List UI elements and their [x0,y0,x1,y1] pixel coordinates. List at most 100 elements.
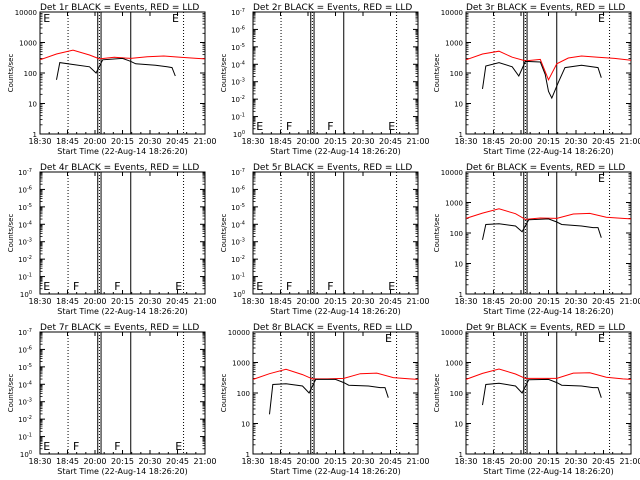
event-marker-label: E [175,280,182,293]
plot-frame [465,11,632,135]
y-tick-label: 10-2 [231,255,245,264]
x-tick-label: 18:45 [269,137,292,146]
panel-title: Det 4r BLACK = Events, RED = LLD [40,163,199,173]
x-tick-label: 21:00 [406,297,429,306]
x-tick-label: 20:30 [564,137,587,146]
event-marker-label: E [43,440,50,453]
x-tick-label: 18:30 [241,137,264,146]
y-tick-label: 10-6 [18,345,32,354]
event-marker-label: F [327,120,333,133]
y-tick-label: 10-5 [18,363,32,372]
y-tick-label: 10-1 [18,433,32,442]
event-marker-label: E [385,332,392,345]
x-tick-label: 21:00 [406,457,429,466]
panel-title: Det 1r BLACK = Events, RED = LLD [40,3,199,13]
y-tick-label: 10-6 [231,25,245,34]
x-tick-label: 20:45 [379,297,402,306]
x-axis-label: Start Time (22-Aug-14 18:26:20) [483,467,614,476]
x-tick-label: 20:45 [166,297,189,306]
event-marker-label: E [175,440,182,453]
plot-frame [252,171,419,295]
y-tick-label: 1 [246,451,250,459]
y-tick-label: 100 [24,70,37,78]
y-tick-label: 100 [450,70,463,78]
y-tick-label: 10-4 [18,220,32,229]
x-tick-label: 20:45 [592,137,615,146]
x-tick-label: 21:00 [193,137,216,146]
event-marker-label: F [114,280,120,293]
detector-panel: Det 7r BLACK = Events, RED = LLD 18:30 18:… [7,323,217,476]
y-tick-label: 1000 [232,360,250,368]
x-tick-label: 21:00 [193,297,216,306]
x-tick-label: 21:00 [193,457,216,466]
x-axis-label: Start Time (22-Aug-14 18:26:20) [270,307,401,316]
event-marker-label: E [256,280,263,293]
x-tick-label: 21:00 [619,457,640,466]
data-series-line [465,368,632,380]
event-marker-label: E [388,280,395,293]
data-series-line [482,218,602,240]
x-tick-label: 18:45 [56,137,79,146]
y-tick-label: 100 [450,230,463,238]
y-tick-label: 10-1 [18,273,32,282]
y-tick-label: 1000 [445,40,463,48]
event-marker-label: F [327,280,333,293]
x-tick-label: 18:45 [269,457,292,466]
x-tick-label: 20:00 [509,457,532,466]
y-tick-label: 10 [28,101,37,109]
y-tick-label: 10-7 [231,8,245,17]
y-axis-label: Counts/sec [433,54,441,93]
y-tick-label: 10000 [228,329,250,337]
x-tick-label: 18:30 [241,297,264,306]
x-tick-label: 20:15 [537,297,560,306]
plot-frame [465,171,632,295]
event-marker-label: F [286,280,292,293]
y-tick-label: 10000 [441,169,463,177]
y-tick-label: 10-4 [18,380,32,389]
data-series-line [482,378,602,406]
y-tick-label: 100 [233,130,245,139]
panel-title: Det 6r BLACK = Events, RED = LLD [466,163,625,173]
x-tick-label: 18:30 [28,137,51,146]
y-tick-label: 10-5 [231,43,245,52]
y-tick-label: 10000 [441,329,463,337]
x-tick-label: 20:15 [324,457,347,466]
y-tick-label: 1 [459,131,463,139]
x-tick-label: 20:45 [166,457,189,466]
x-tick-label: 21:00 [406,137,429,146]
x-tick-label: 20:30 [138,457,161,466]
y-tick-label: 100 [237,390,250,398]
y-tick-label: 10-4 [231,60,245,69]
x-tick-label: 18:30 [454,137,477,146]
y-axis-label: Counts/sec [433,374,441,413]
plot-frame [252,11,419,135]
detector-panel: Det 1r BLACK = Events, RED = LLD 18:30 18:… [7,3,217,156]
x-axis-label: Start Time (22-Aug-14 18:26:20) [57,307,188,316]
panel-title: Det 8r BLACK = Events, RED = LLD [253,323,412,333]
panel-title: Det 2r BLACK = Events, RED = LLD [253,3,412,13]
data-series-line [56,57,176,80]
event-marker-label: F [73,280,79,293]
x-tick-label: 21:00 [619,137,640,146]
y-tick-label: 100 [20,450,32,459]
x-tick-label: 20:00 [296,457,319,466]
y-tick-label: 10-5 [231,203,245,212]
x-tick-label: 20:30 [351,457,374,466]
y-tick-label: 10 [454,101,463,109]
detector-panel: Det 6r BLACK = Events, RED = LLD 18:30 18:… [433,163,640,316]
x-tick-label: 18:30 [241,457,264,466]
x-tick-label: 18:30 [28,297,51,306]
y-tick-label: 10-3 [231,78,245,87]
y-tick-label: 10-7 [18,328,32,337]
data-series-line [482,60,602,100]
y-axis-label: Counts/sec [7,214,15,253]
y-tick-label: 10-3 [18,398,32,407]
x-tick-label: 20:30 [564,457,587,466]
detector-panel: Det 9r BLACK = Events, RED = LLD 18:30 18:… [433,323,640,476]
x-tick-label: 20:00 [83,457,106,466]
y-tick-label: 1000 [445,360,463,368]
x-axis-label: Start Time (22-Aug-14 18:26:20) [270,467,401,476]
y-tick-label: 100 [450,390,463,398]
y-axis-label: Counts/sec [220,54,228,93]
